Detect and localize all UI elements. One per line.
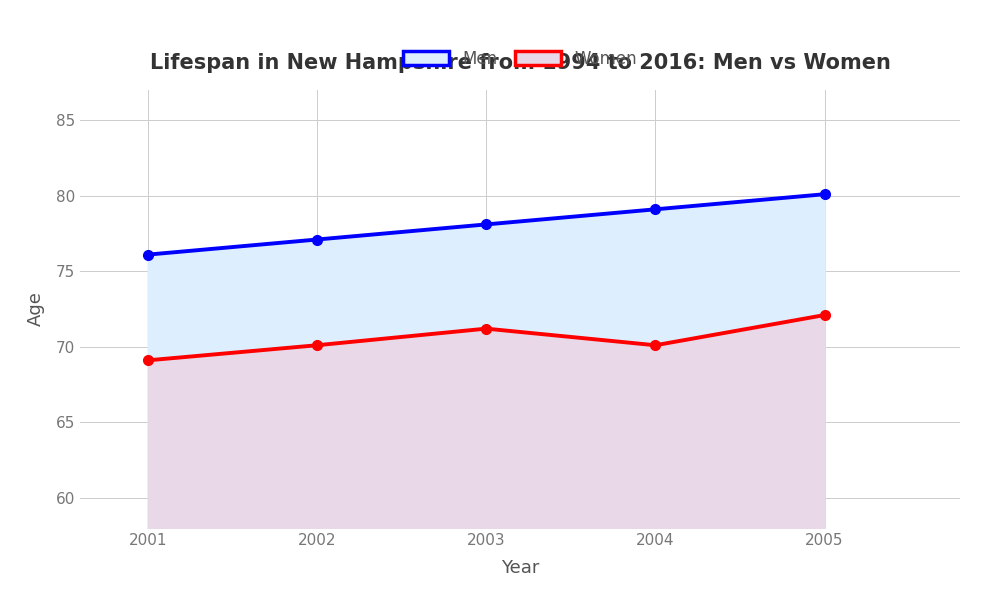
Y-axis label: Age: Age <box>27 292 45 326</box>
X-axis label: Year: Year <box>501 559 539 577</box>
Title: Lifespan in New Hampshire from 1994 to 2016: Men vs Women: Lifespan in New Hampshire from 1994 to 2… <box>150 53 890 73</box>
Legend: Men, Women: Men, Women <box>394 41 646 76</box>
